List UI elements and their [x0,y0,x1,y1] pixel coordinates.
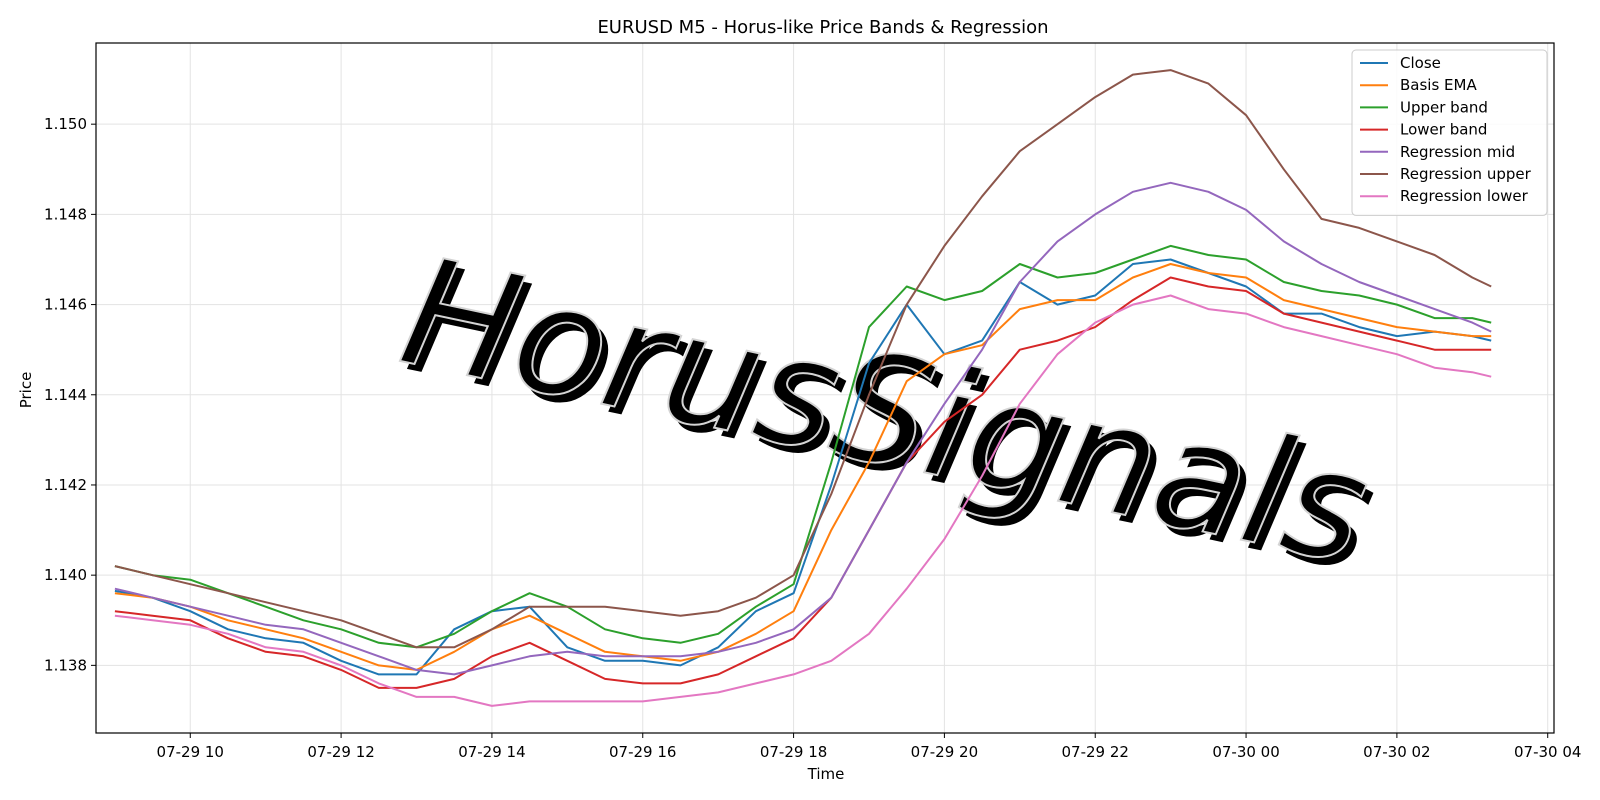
y-tick-label: 1.142 [44,476,87,494]
y-tick-label: 1.146 [44,296,87,314]
legend-label: Close [1400,54,1441,72]
series-line-lower-band [114,276,1492,689]
x-tick-label: 07-29 10 [157,743,224,761]
y-axis-ticks: 1.138 1.140 1.142 1.144 1.146 1.148 1.150 [44,115,96,674]
x-tick-label: 07-30 00 [1212,743,1279,761]
x-axis-label: Time [807,765,845,783]
legend-label: Basis EMA [1400,76,1477,94]
y-axis-label: Price [17,372,35,409]
y-tick-label: 1.140 [44,566,87,584]
y-tick-label: 1.150 [44,115,87,133]
chart-title: EURUSD M5 - Horus-like Price Bands & Reg… [597,17,1048,38]
legend-box [1351,49,1548,216]
x-tick-label: 07-29 12 [307,743,374,761]
y-tick-label: 1.144 [44,386,87,404]
series-line-basis-ema [114,263,1492,671]
x-tick-label: 07-29 16 [609,743,676,761]
plot-frame [95,42,1555,734]
x-axis-ticks: 07-29 10 07-29 12 07-29 14 07-29 16 07-29 18… [157,733,1581,761]
series-line-regression-upper [114,69,1492,649]
legend-label: Regression mid [1400,143,1515,161]
x-tick-label: 07-29 20 [911,743,978,761]
series-lines [114,69,1492,707]
x-tick-label: 07-29 22 [1062,743,1129,761]
series-line-upper-band [114,244,1492,649]
y-tick-label: 1.138 [44,656,87,674]
legend-label: Regression lower [1400,187,1529,205]
legend: Close Basis EMA Upper band Lower band Regres… [1351,49,1548,216]
y-tick-label: 1.148 [44,205,87,223]
x-tick-label: 07-30 04 [1514,743,1581,761]
series-line-regression-mid [114,181,1492,676]
x-tick-label: 07-29 18 [760,743,827,761]
legend-label: Regression upper [1400,165,1532,183]
x-tick-label: 07-30 02 [1363,743,1430,761]
legend-label: Lower band [1400,121,1487,139]
x-tick-label: 07-29 14 [458,743,525,761]
series-line-regression-lower [114,294,1492,707]
legend-label: Upper band [1400,98,1488,116]
